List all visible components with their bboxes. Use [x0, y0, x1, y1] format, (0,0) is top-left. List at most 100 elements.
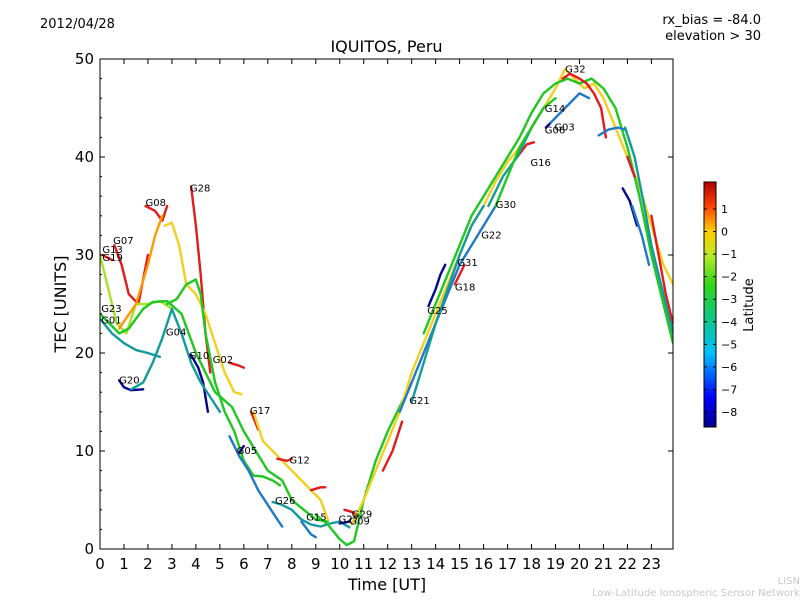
x-axis-title: Time [UT]: [347, 575, 426, 594]
x-tick-label: 15: [450, 555, 469, 573]
tec-series-g21: [381, 420, 404, 472]
axis-ticks: 0 1 2 3 4 5 6 7 8 9 10 11 12 13 14 15 16 17 18 19 20 21 22 2301…: [75, 50, 673, 573]
satellite-label: G08: [146, 198, 166, 209]
tec-series-g29: [343, 508, 358, 516]
tec-series-g08b: [117, 214, 164, 330]
colorbar-tick-label: −8: [721, 406, 737, 419]
x-tick-label: 14: [426, 555, 445, 573]
tec-series-g32g: [623, 126, 673, 335]
y-tick-label: 30: [75, 246, 94, 264]
satellite-label: G14: [545, 104, 565, 115]
tec-series-g03: [549, 92, 591, 124]
tec-series-g10: [189, 353, 210, 413]
tec-series-g20: [117, 379, 145, 392]
colorbar-tick-label: −3: [721, 293, 737, 306]
satellite-label: G29: [352, 510, 372, 521]
x-tick-label: 4: [191, 555, 201, 573]
tec-series-g22: [422, 77, 673, 345]
satellite-label: G31: [457, 258, 477, 269]
footer-network-name: Low-Latitude Ionospheric Sensor Network: [592, 588, 800, 599]
satellite-label: G28: [190, 183, 210, 194]
x-tick-label: 13: [402, 555, 421, 573]
x-tick-label: 17: [498, 555, 517, 573]
tec-series-g32c: [621, 187, 639, 227]
colorbar-tick-label: −2: [721, 271, 737, 284]
tec-series-g32e: [626, 155, 636, 178]
satellite-label: G18: [455, 282, 475, 293]
tec-series-g08: [144, 204, 169, 222]
satellite-label: G19: [102, 253, 122, 264]
tec-series-g05: [237, 444, 246, 455]
satellite-label: G07: [113, 236, 133, 247]
x-tick-label: 3: [167, 555, 177, 573]
date-label: 2012/04/28: [40, 17, 115, 32]
colorbar-tick-label: −1: [721, 248, 737, 261]
colorbar-ticks: 1 0 −1 −2 −3 −4 −5 −6 −7 −8: [704, 203, 737, 419]
tec-series-g25: [427, 263, 447, 308]
x-tick-label: 6: [239, 555, 249, 573]
y-tick-label: 20: [75, 344, 94, 362]
satellite-label: G04: [166, 327, 186, 338]
plot-frame: [99, 58, 674, 550]
x-tick-label: 20: [570, 555, 589, 573]
tec-series-g05b: [228, 435, 284, 528]
tec-series-g27: [338, 520, 351, 525]
tec-series-g20b: [129, 307, 222, 413]
satellite-label: G32: [565, 65, 585, 76]
y-tick-label: 0: [84, 540, 94, 558]
x-tick-label: 0: [95, 555, 105, 573]
satellite-label: G02: [213, 355, 233, 366]
satellite-label: G15: [306, 513, 326, 524]
tec-series-g15: [300, 520, 317, 539]
tec-series-g02: [228, 361, 246, 369]
satellite-label: G13: [102, 245, 122, 256]
satellite-label: G06: [545, 125, 565, 136]
tec-series-g12: [276, 457, 293, 462]
tec-series-g18: [453, 263, 466, 286]
x-tick-label: 16: [474, 555, 493, 573]
x-tick-label: 19: [546, 555, 565, 573]
x-tick-label: 23: [642, 555, 661, 573]
satellite-label: G16: [530, 158, 550, 169]
tec-series-g30: [410, 204, 485, 404]
x-tick-label: 2: [143, 555, 153, 573]
rx-bias-label: rx_bias = -84.0: [662, 13, 761, 28]
satellite-label: G09: [349, 517, 369, 528]
y-tick-label: 10: [75, 442, 94, 460]
satellite-label: G01: [101, 316, 121, 327]
tec-series-g32b: [597, 126, 627, 137]
tec-series-g32: [561, 72, 608, 139]
colorbar-label: Latitude: [742, 278, 757, 332]
satellite-label: G30: [496, 200, 516, 211]
x-tick-label: 9: [311, 555, 321, 573]
tec-series-g23: [100, 299, 329, 523]
x-tick-label: 8: [287, 555, 297, 573]
tec-series-g17b: [252, 410, 329, 521]
x-tick-label: 21: [594, 555, 613, 573]
x-tick-label: 18: [522, 555, 541, 573]
tec-series-g14: [494, 96, 557, 208]
satellite-label: G26: [275, 496, 295, 507]
satellite-label: G20: [119, 375, 139, 386]
tec-series-g32d: [631, 204, 651, 266]
tec-series-g32f: [650, 214, 673, 325]
satellite-label: G05: [237, 446, 257, 457]
footer-network-abbrev: LISN: [777, 576, 800, 587]
colorbar-tick-label: −6: [721, 361, 737, 374]
satellite-label: G25: [427, 306, 447, 317]
x-tick-label: 5: [215, 555, 225, 573]
tec-series-g04: [165, 278, 281, 487]
satellite-label: G23: [101, 304, 121, 315]
y-axis-title: TEC [UNITS]: [51, 256, 70, 354]
colorbar-tick-label: 0: [721, 226, 728, 239]
y-tick-label: 50: [75, 50, 94, 68]
satellite-label: G22: [481, 230, 501, 241]
satellite-label: G27: [339, 515, 359, 526]
tec-series-g31: [398, 204, 497, 413]
x-tick-label: 12: [378, 555, 397, 573]
x-tick-label: 1: [119, 555, 129, 573]
colorbar-tick-label: −4: [721, 316, 737, 329]
series-layer: [100, 67, 673, 547]
chart-title: IQUITOS, Peru: [330, 37, 443, 56]
